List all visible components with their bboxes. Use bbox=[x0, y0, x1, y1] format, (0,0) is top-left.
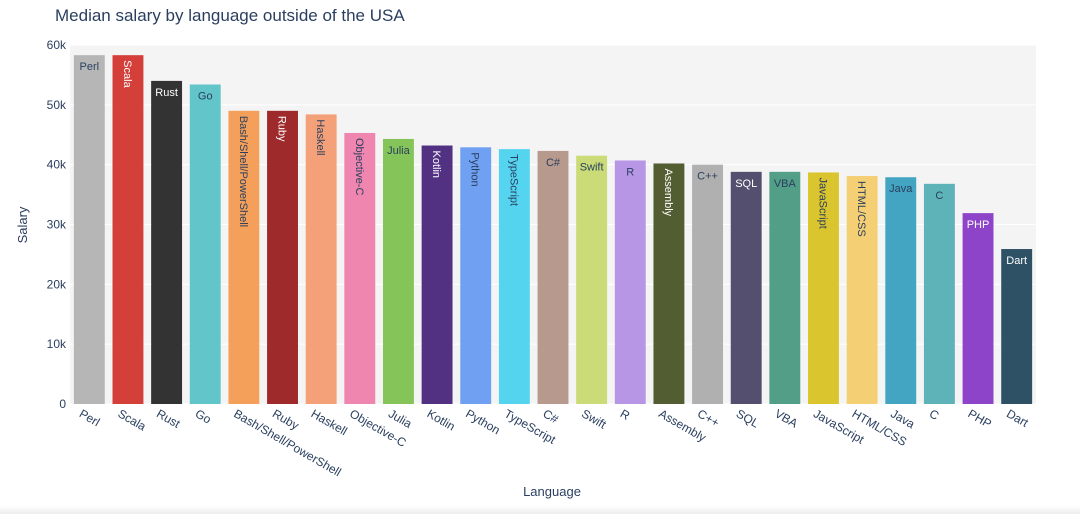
bar-label: Dart bbox=[1006, 255, 1027, 267]
bar-label: PHP bbox=[967, 219, 990, 231]
x-axis-title: Language bbox=[523, 484, 581, 499]
bar-label: Perl bbox=[80, 61, 100, 73]
bar-python[interactable] bbox=[460, 147, 492, 404]
bar-javascript[interactable] bbox=[808, 172, 839, 404]
chart-title: Median salary by language outside of the… bbox=[55, 6, 405, 25]
bar-rust[interactable] bbox=[151, 80, 183, 405]
bar-objective-c[interactable] bbox=[344, 132, 376, 404]
bar-scala[interactable] bbox=[112, 55, 144, 405]
bar-c[interactable] bbox=[537, 150, 569, 404]
bar-ruby[interactable] bbox=[267, 110, 298, 405]
bar-typescript[interactable] bbox=[498, 149, 530, 404]
y-tick-label: 20k bbox=[47, 277, 67, 291]
y-axis-title: Salary bbox=[15, 206, 30, 243]
bar-vba[interactable] bbox=[769, 171, 801, 404]
bar-label: Kotlin bbox=[430, 151, 442, 179]
y-axis-ticks: 0 10k 20k 30k 40k 50k 60k bbox=[47, 38, 67, 411]
x-tick-label: C# bbox=[541, 406, 562, 426]
bar-label: Objective-C bbox=[353, 138, 365, 196]
y-tick-label: 40k bbox=[47, 158, 67, 172]
bar-label: Go bbox=[198, 90, 213, 102]
bar-dart[interactable] bbox=[1001, 249, 1033, 404]
bar-label: Scala bbox=[121, 60, 133, 88]
bar-html-css[interactable] bbox=[846, 176, 878, 404]
bar-label: Julia bbox=[387, 145, 411, 157]
bar-php[interactable] bbox=[962, 213, 994, 404]
bar-sql[interactable] bbox=[730, 171, 762, 404]
bar-perl[interactable] bbox=[73, 55, 105, 405]
bar-label: Bash/Shell/PowerShell bbox=[237, 116, 249, 227]
bar-julia[interactable] bbox=[382, 138, 414, 404]
bar-swift[interactable] bbox=[576, 155, 608, 404]
bar-label: Haskell bbox=[314, 119, 326, 155]
bar-c[interactable] bbox=[692, 164, 724, 404]
bar-r[interactable] bbox=[614, 160, 646, 404]
bar-label: C# bbox=[546, 157, 561, 169]
bar-label: Assembly bbox=[662, 168, 674, 216]
bar-label: Java bbox=[889, 183, 913, 195]
y-tick-label: 60k bbox=[47, 38, 67, 52]
bar-label: C bbox=[935, 190, 943, 202]
bar-haskell[interactable] bbox=[305, 114, 337, 404]
bar-label: Ruby bbox=[276, 116, 288, 142]
bar-java[interactable] bbox=[885, 177, 917, 404]
y-tick-label: 10k bbox=[47, 337, 67, 351]
bar-go[interactable] bbox=[189, 84, 221, 405]
y-tick-label: 0 bbox=[59, 397, 66, 411]
bar-assembly[interactable] bbox=[653, 163, 685, 404]
y-tick-label: 30k bbox=[47, 218, 67, 232]
bars: Perl Scala Rust Go Bash/Shell/PowerShell Ruby… bbox=[73, 55, 1033, 405]
bar-bash-shell-powershell[interactable] bbox=[228, 110, 260, 405]
bar-label: SQL bbox=[735, 178, 757, 190]
bar-label: R bbox=[626, 166, 634, 178]
bar-label: HTML/CSS bbox=[855, 181, 867, 237]
bottom-edge-shadow bbox=[0, 506, 1080, 514]
y-tick-label: 50k bbox=[47, 98, 67, 112]
bar-label: Python bbox=[469, 152, 481, 186]
bar-label: VBA bbox=[774, 178, 797, 190]
bar-label: JavaScript bbox=[816, 177, 828, 228]
bar-kotlin[interactable] bbox=[421, 145, 453, 404]
bar-label: Swift bbox=[580, 162, 604, 174]
bar-label: C++ bbox=[697, 171, 718, 183]
bar-label: TypeScript bbox=[507, 154, 519, 206]
bar-c[interactable] bbox=[923, 183, 955, 404]
bar-label: Rust bbox=[155, 87, 178, 99]
